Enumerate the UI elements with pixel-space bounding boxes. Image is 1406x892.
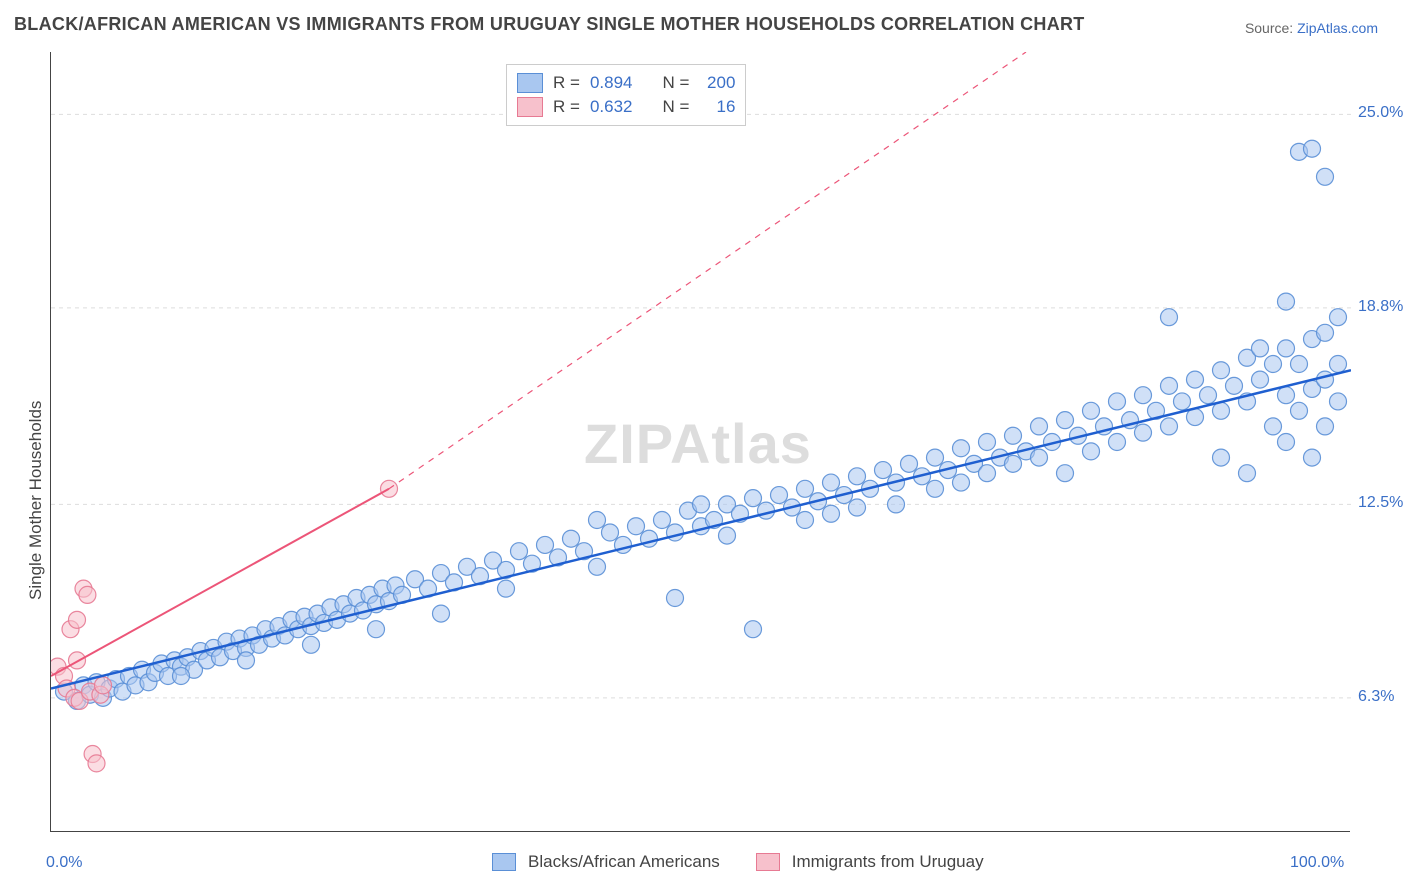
legend-r-value: 0.632 (590, 97, 633, 117)
legend-row: R = 0.632 N = 16 (517, 95, 735, 119)
y-tick-label: 6.3% (1358, 688, 1394, 706)
legend-row: R = 0.894 N = 200 (517, 71, 735, 95)
y-tick-label: 25.0% (1358, 104, 1403, 122)
legend-swatch (517, 97, 543, 117)
legend-swatch (517, 73, 543, 93)
chart-title: BLACK/AFRICAN AMERICAN VS IMMIGRANTS FRO… (14, 14, 1085, 35)
legend-swatch (492, 853, 516, 871)
legend-r-label: R = (553, 97, 580, 117)
series-legend: Blacks/African Americans Immigrants from … (492, 852, 1008, 872)
chart-container: BLACK/AFRICAN AMERICAN VS IMMIGRANTS FRO… (0, 0, 1406, 892)
y-tick-label: 12.5% (1358, 494, 1403, 512)
plot-area: ZIPAtlas R =0.894N =200R =0.632N =16 (50, 52, 1350, 832)
y-axis-label: Single Mother Households (26, 401, 46, 600)
correlation-legend: R = 0.894 N = 200 R = 0.632 N = 16 (506, 64, 746, 126)
legend-r-label: R = (553, 73, 580, 93)
legend-label: Immigrants from Uruguay (792, 852, 984, 872)
x-min-label: 0.0% (46, 854, 82, 872)
legend-n-label: N = (662, 73, 689, 93)
source-link[interactable]: ZipAtlas.com (1297, 20, 1378, 36)
legend-r-value: 0.894 (590, 73, 633, 93)
x-max-label: 100.0% (1290, 854, 1396, 872)
legend-swatch (756, 853, 780, 871)
legend-n-value: 16 (699, 97, 735, 117)
y-tick-label: 18.8% (1358, 298, 1403, 316)
source-prefix: Source: (1245, 20, 1297, 36)
legend-label: Blacks/African Americans (528, 852, 720, 872)
legend-n-label: N = (662, 97, 689, 117)
source-attribution: Source: ZipAtlas.com (1245, 20, 1378, 36)
scatter-svg (51, 52, 1351, 832)
legend-n-value: 200 (699, 73, 735, 93)
